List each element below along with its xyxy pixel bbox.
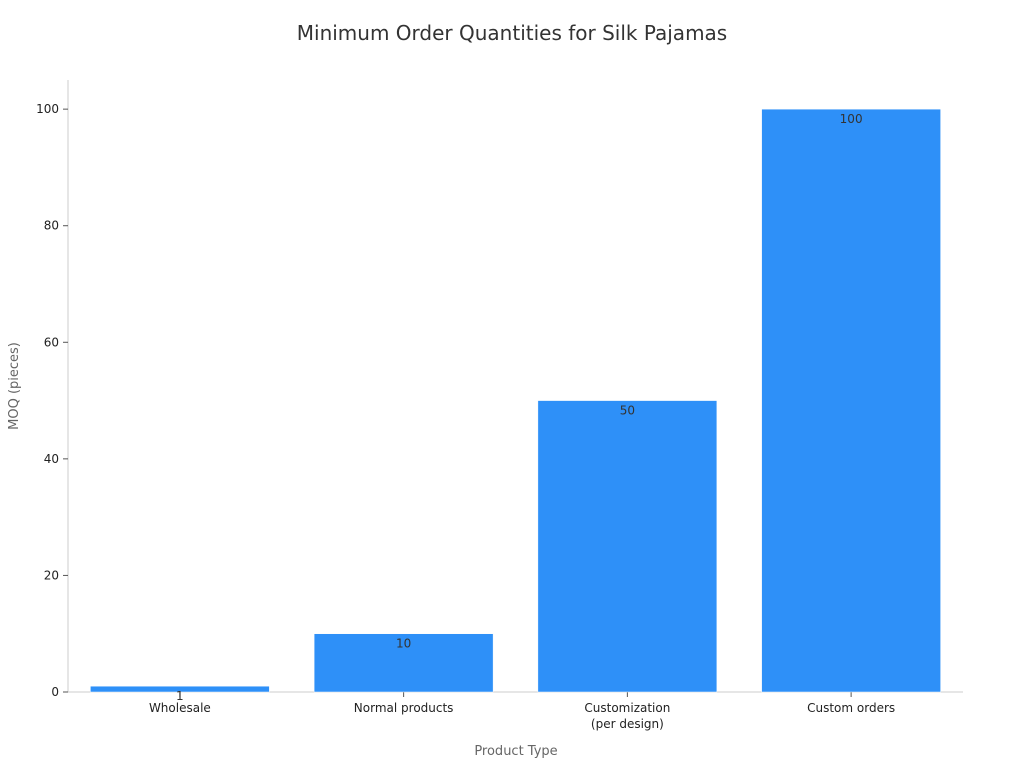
bar-value-label: 100 bbox=[840, 112, 863, 126]
y-tick-label: 80 bbox=[44, 219, 59, 233]
bar bbox=[537, 400, 718, 693]
bar bbox=[313, 633, 494, 693]
chart-title: Minimum Order Quantities for Silk Pajama… bbox=[297, 21, 727, 45]
x-tick-label: Custom orders bbox=[807, 701, 895, 715]
bars bbox=[90, 108, 941, 693]
y-tick-label: 40 bbox=[44, 452, 59, 466]
x-tick-label: Wholesale bbox=[149, 701, 211, 715]
x-tick-label: (per design) bbox=[591, 717, 664, 731]
y-tick-label: 100 bbox=[36, 102, 59, 116]
bar bbox=[90, 685, 270, 693]
y-axis-label: MOQ (pieces) bbox=[7, 342, 22, 430]
bar-value-label: 10 bbox=[396, 637, 411, 651]
axes: 0 20 40 60 80 100 Wholesale Normal products Cust… bbox=[36, 80, 963, 731]
x-tick-label: Customization bbox=[584, 701, 670, 715]
bar-value-label: 1 bbox=[176, 689, 184, 703]
x-tick-label: Normal products bbox=[354, 701, 454, 715]
x-axis-label: Product Type bbox=[474, 744, 557, 759]
bar-value-label: 50 bbox=[620, 404, 635, 418]
y-tick-label: 20 bbox=[44, 568, 59, 582]
data-labels: 1 10 50 100 bbox=[176, 112, 863, 703]
bar bbox=[761, 108, 941, 693]
y-tick-label: 60 bbox=[44, 335, 59, 349]
y-tick-label: 0 bbox=[51, 685, 59, 699]
